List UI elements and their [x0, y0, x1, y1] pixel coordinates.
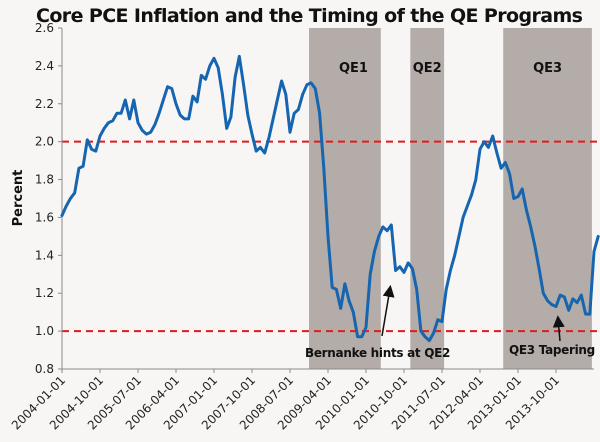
- shade-label-qe2: QE2: [413, 61, 442, 76]
- annotation-text-tapering: QE3 Tapering: [509, 343, 595, 357]
- y-tick-label: 2.4: [35, 59, 54, 73]
- chart-title: Core PCE Inflation and the Timing of the…: [36, 5, 583, 27]
- y-tick-label: 1.2: [35, 286, 54, 300]
- shade-label-qe1: QE1: [339, 61, 368, 76]
- shaded-period-qe2: [410, 28, 445, 369]
- shade-label-qe3: QE3: [533, 61, 562, 76]
- annotation-arrow-tapering: [552, 315, 565, 342]
- y-tick-label: 2.2: [35, 97, 54, 111]
- y-axis-label: Percent: [11, 170, 26, 227]
- y-tick-label: 1.0: [35, 324, 54, 338]
- y-tick-label: 1.4: [35, 248, 54, 262]
- y-tick-label: 1.8: [35, 173, 54, 187]
- annotations: Bernanke hints at QE2 QE3 Tapering: [305, 284, 595, 360]
- annotation-arrow-bernanke: [381, 284, 395, 337]
- shaded-period-qe3: [503, 28, 592, 369]
- y-tick-label: 2.6: [35, 21, 54, 35]
- y-tick-label: 1.6: [35, 210, 54, 224]
- series-group: [60, 54, 600, 343]
- shade-labels: QE1 QE2 QE3: [339, 61, 562, 76]
- reference-lines: [62, 140, 598, 333]
- y-tick-label: 2.0: [35, 135, 54, 149]
- series-line-core-pce: [60, 54, 600, 343]
- shaded-period-qe1: [309, 28, 381, 369]
- y-tick-label: 0.8: [35, 362, 54, 376]
- annotation-text-bernanke: Bernanke hints at QE2: [305, 346, 450, 360]
- shaded-periods: [309, 28, 592, 369]
